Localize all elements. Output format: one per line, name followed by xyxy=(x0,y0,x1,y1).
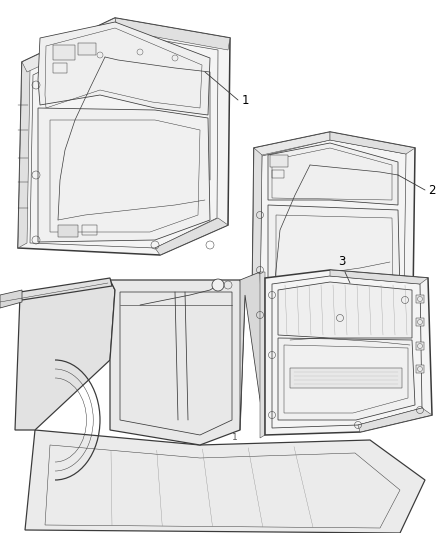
Polygon shape xyxy=(252,132,415,325)
Bar xyxy=(416,365,424,373)
Polygon shape xyxy=(0,290,22,308)
Polygon shape xyxy=(265,270,432,435)
Polygon shape xyxy=(330,132,415,154)
Polygon shape xyxy=(260,272,265,438)
Bar xyxy=(53,63,67,73)
Polygon shape xyxy=(252,148,262,323)
Polygon shape xyxy=(240,272,265,435)
Polygon shape xyxy=(25,430,425,533)
Bar xyxy=(82,225,97,235)
Bar xyxy=(53,45,75,60)
Polygon shape xyxy=(38,22,210,115)
Bar xyxy=(270,155,288,167)
Bar xyxy=(58,225,78,237)
Text: 2: 2 xyxy=(428,183,435,197)
Polygon shape xyxy=(18,18,230,255)
Polygon shape xyxy=(330,270,428,284)
Polygon shape xyxy=(115,18,230,50)
Polygon shape xyxy=(15,280,115,430)
Polygon shape xyxy=(0,278,112,307)
Bar xyxy=(416,342,424,350)
Text: 1: 1 xyxy=(242,93,250,107)
Polygon shape xyxy=(268,205,400,315)
Polygon shape xyxy=(18,62,30,248)
Polygon shape xyxy=(22,18,118,72)
Polygon shape xyxy=(358,408,432,432)
Polygon shape xyxy=(254,132,330,155)
Polygon shape xyxy=(38,108,210,242)
Bar xyxy=(290,368,402,388)
Bar xyxy=(416,318,424,326)
Polygon shape xyxy=(278,338,415,420)
Polygon shape xyxy=(278,282,412,338)
Polygon shape xyxy=(268,143,398,205)
Bar xyxy=(276,282,294,294)
Text: 1: 1 xyxy=(232,433,238,442)
Circle shape xyxy=(212,279,224,291)
Polygon shape xyxy=(155,218,228,255)
Bar xyxy=(416,295,424,303)
Polygon shape xyxy=(110,280,245,445)
Bar xyxy=(78,43,96,55)
Bar xyxy=(272,170,284,178)
Text: 3: 3 xyxy=(338,255,346,268)
